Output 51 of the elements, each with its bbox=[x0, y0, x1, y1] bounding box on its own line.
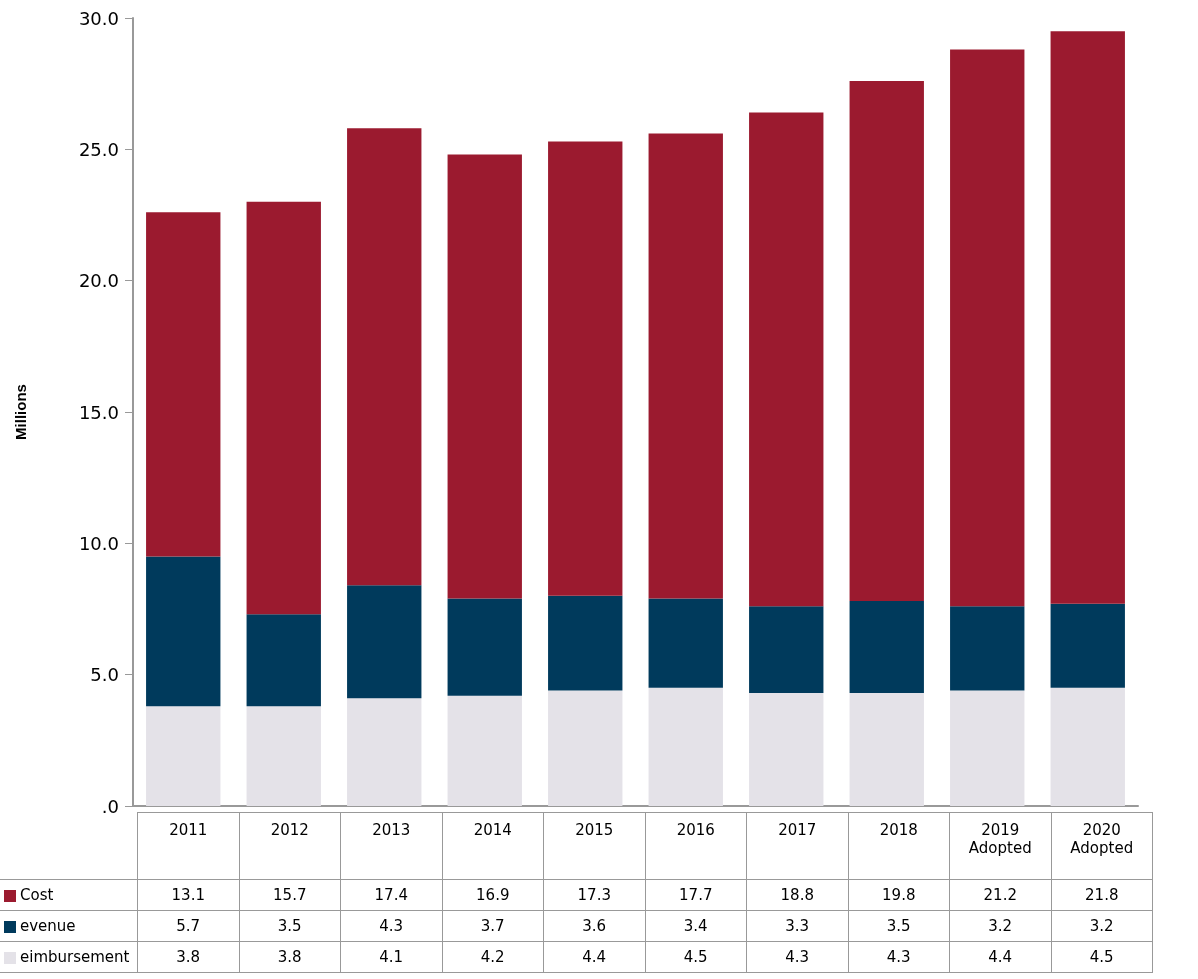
data-label: 4.1 bbox=[340, 941, 442, 973]
legend-label: eimbursement bbox=[20, 948, 130, 966]
data-label: 21.2 bbox=[949, 879, 1051, 911]
x-tick-label: 2015 bbox=[543, 812, 645, 880]
data-label: 3.8 bbox=[239, 941, 341, 973]
data-label: 19.8 bbox=[848, 879, 950, 911]
x-tick-label: 2012 bbox=[239, 812, 341, 880]
data-label: 3.6 bbox=[543, 910, 645, 942]
y-tick-label: 10.0 bbox=[78, 532, 119, 554]
y-tick-label: 20.0 bbox=[78, 270, 119, 292]
data-label: 21.8 bbox=[1051, 879, 1153, 911]
x-tick-label: 2019 Adopted bbox=[949, 812, 1051, 880]
data-label: 3.5 bbox=[239, 910, 341, 942]
y-tick-label: 15.0 bbox=[78, 401, 119, 423]
x-tick-label: 2020 Adopted bbox=[1051, 812, 1153, 880]
data-label: 4.3 bbox=[340, 910, 442, 942]
x-tick-label: 2018 bbox=[848, 812, 950, 880]
x-tick-label: 2014 bbox=[442, 812, 544, 880]
y-tick-label: 5.0 bbox=[90, 664, 119, 686]
data-label: 5.7 bbox=[137, 910, 239, 942]
data-label: 3.3 bbox=[746, 910, 848, 942]
data-label: 4.3 bbox=[848, 941, 950, 973]
y-tick-label: 30.0 bbox=[78, 7, 119, 29]
x-tick-label: 2016 bbox=[645, 812, 747, 880]
data-label: 4.3 bbox=[746, 941, 848, 973]
data-label: 3.7 bbox=[442, 910, 544, 942]
data-label: 4.4 bbox=[543, 941, 645, 973]
data-label: 13.1 bbox=[137, 879, 239, 911]
data-label: 3.2 bbox=[1051, 910, 1153, 942]
data-label: 17.7 bbox=[645, 879, 747, 911]
y-axis-title: Millions bbox=[12, 384, 29, 440]
data-label: 17.4 bbox=[340, 879, 442, 911]
data-label: 4.4 bbox=[949, 941, 1051, 973]
x-tick-label: 2011 bbox=[137, 812, 239, 880]
data-label: 4.5 bbox=[1051, 941, 1153, 973]
data-label: 18.8 bbox=[746, 879, 848, 911]
data-label: 3.5 bbox=[848, 910, 950, 942]
y-tick-label: 25.0 bbox=[78, 138, 119, 160]
data-label: 4.5 bbox=[645, 941, 747, 973]
data-label: 17.3 bbox=[543, 879, 645, 911]
data-label: 3.8 bbox=[137, 941, 239, 973]
legend-label: evenue bbox=[20, 917, 76, 935]
data-label: 3.2 bbox=[949, 910, 1051, 942]
y-tick-label: .0 bbox=[101, 795, 119, 817]
x-tick-label: 2017 bbox=[746, 812, 848, 880]
x-tick-label: 2013 bbox=[340, 812, 442, 880]
data-label: 3.4 bbox=[645, 910, 747, 942]
legend-label: Cost bbox=[20, 886, 54, 904]
data-label: 15.7 bbox=[239, 879, 341, 911]
data-label: 4.2 bbox=[442, 941, 544, 973]
data-label: 16.9 bbox=[442, 879, 544, 911]
